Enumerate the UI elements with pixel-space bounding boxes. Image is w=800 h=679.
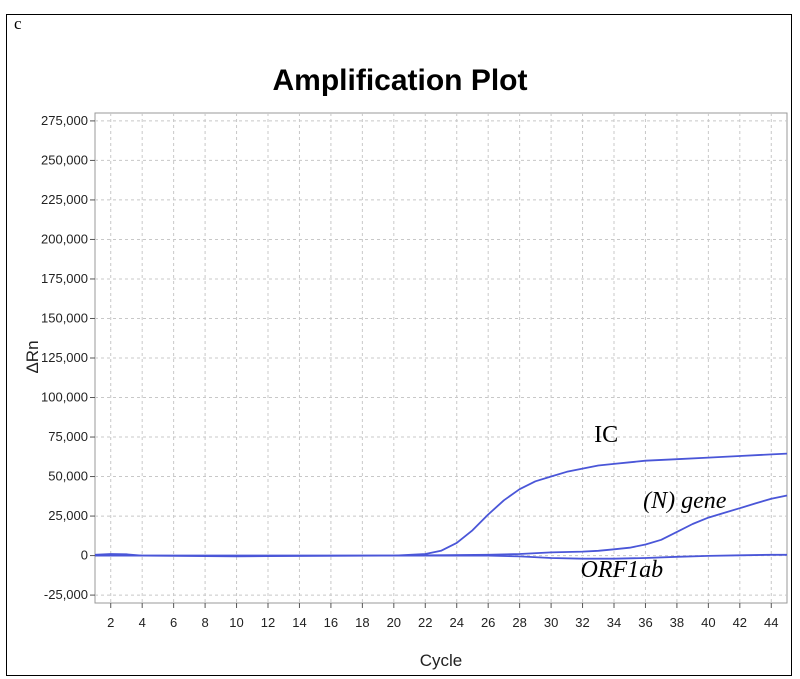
x-tick-label: 34 [607,615,621,630]
series-lines [94,452,788,560]
y-tick-label: 50,000 [48,469,88,484]
x-tick-label: 38 [670,615,684,630]
panel-letter: c [14,14,22,33]
y-tick-label: 75,000 [48,429,88,444]
y-tick-label: 250,000 [41,152,88,167]
y-tick-label: 125,000 [41,350,88,365]
x-tick-label: 6 [170,615,177,630]
x-tick-label: 26 [481,615,495,630]
x-tick-label: 8 [201,615,208,630]
x-tick-label: 22 [418,615,432,630]
x-tick-label: 36 [638,615,652,630]
series-line [95,553,787,560]
series-annotations: IC (N) gene ORF1ab [581,422,727,583]
x-tick-label: 12 [261,615,275,630]
x-tick-label: 28 [512,615,526,630]
x-tick-label: 2 [107,615,114,630]
y-tick-label: -25,000 [44,587,88,602]
x-tick-label: 20 [387,615,401,630]
y-tick-label: 200,000 [41,231,88,246]
x-tick-label: 18 [355,615,369,630]
x-tick-label: 10 [229,615,243,630]
figure-frame [6,14,792,676]
y-tick-labels: -25,000 0 25,000 50,000 75,000 100,000 125,000… [41,113,88,602]
series-line [95,494,788,557]
x-tick-label: 40 [701,615,715,630]
y-tick-label: 225,000 [41,192,88,207]
x-tick-labels: 2 4 6 8 10 12 14 16 18 20 22 24 26 28 30 32 34 36 38 40 42 44 [107,615,778,630]
x-tick-label: 32 [575,615,589,630]
y-tick-label: 150,000 [41,310,88,325]
x-tick-label: 16 [324,615,338,630]
grid [90,113,787,608]
y-tick-label: 100,000 [41,390,88,405]
y-tick-label: 0 [81,548,88,563]
series-annotation: ORF1ab [581,557,664,583]
y-tick-label: 275,000 [41,113,88,128]
y-tick-label: 25,000 [48,508,88,523]
y-axis-label: ΔRn [23,340,42,373]
x-tick-label: 24 [449,615,463,630]
series-annotation: IC [594,422,618,448]
y-tick-label: 175,000 [41,271,88,286]
x-tick-label: 42 [733,615,747,630]
x-tick-label: 4 [139,615,146,630]
chart-title: Amplification Plot [273,64,528,97]
x-axis-label: Cycle [420,651,463,670]
x-tick-label: 44 [764,615,778,630]
x-tick-label: 14 [292,615,306,630]
x-tick-label: 30 [544,615,558,630]
series-annotation: (N) gene [643,488,727,514]
